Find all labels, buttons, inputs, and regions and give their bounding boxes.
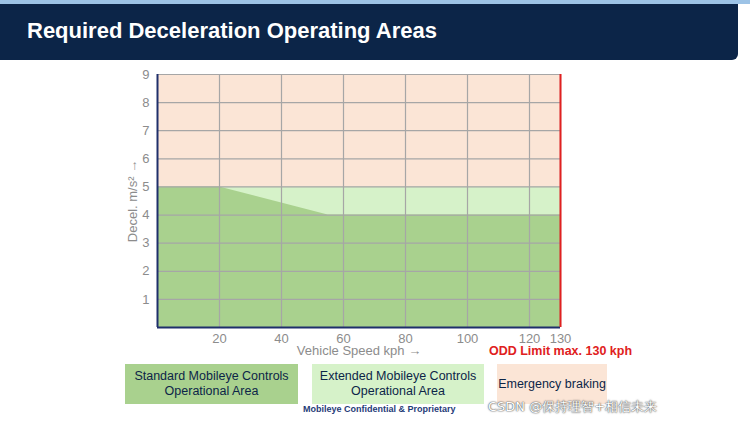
html-text:Standard Mobileye Controls Ope: Standard Mobileye Controls Operational A…: [134, 369, 289, 398]
svg-text:ODD Limit max. 130 kph: ODD Limit max. 130 kph: [489, 344, 632, 358]
svg-text:5: 5: [142, 179, 149, 194]
svg-text:40: 40: [274, 331, 288, 346]
svg-text:9: 9: [142, 67, 149, 82]
html-text:CSDN @保持理智+相信未来: CSDN @保持理智+相信未来: [488, 399, 658, 414]
svg-text:6: 6: [142, 151, 149, 166]
svg-text:130: 130: [549, 330, 572, 346]
html-text:Mobileye Confidential & Propri: Mobileye Confidential & Proprietary: [303, 404, 456, 414]
svg-text:1: 1: [142, 292, 149, 307]
html-text:Extended Mobileye Controls Ope: Extended Mobileye Controls Operational A…: [319, 369, 477, 398]
svg-text:Decel. m/s² →: Decel. m/s² →: [125, 160, 140, 242]
svg-text:8: 8: [142, 95, 149, 110]
svg-text:7: 7: [142, 123, 149, 138]
svg-text:100: 100: [457, 331, 479, 346]
svg-text:3: 3: [142, 235, 149, 250]
svg-text:120: 120: [518, 330, 541, 346]
svg-text:2: 2: [142, 263, 149, 278]
svg-text:4: 4: [142, 207, 149, 222]
html-text:Emergency braking: Emergency braking: [498, 376, 606, 391]
svg-text:80: 80: [398, 330, 413, 346]
html-text:Required Deceleration Operatin: Required Deceleration Operating Areas: [27, 18, 437, 43]
svg-text:60: 60: [336, 330, 351, 346]
svg-text:Vehicle Speed kph →: Vehicle Speed kph →: [297, 343, 421, 358]
svg-text:20: 20: [212, 331, 226, 346]
